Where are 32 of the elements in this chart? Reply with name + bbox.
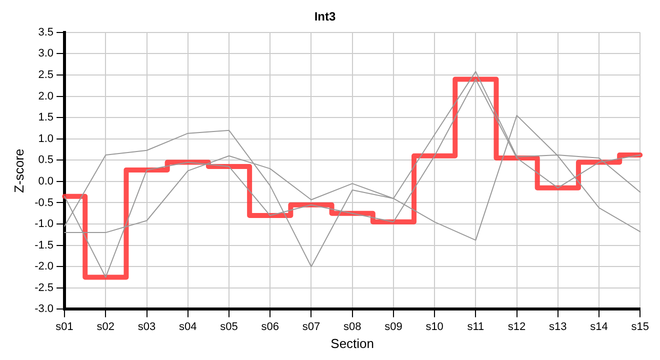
x-tick-label: s14 (590, 320, 608, 333)
y-tick-label: 2.5 (38, 69, 54, 82)
x-tick-label: s15 (631, 320, 650, 333)
y-tick-label: 1.5 (38, 112, 54, 124)
chart-title: Int3 (314, 10, 336, 24)
y-tick-label: 3.0 (38, 48, 54, 60)
x-tick-label: s11 (467, 320, 484, 333)
x-tick-label: s12 (508, 320, 526, 333)
y-tick-label: -2.5 (34, 282, 54, 294)
x-tick-label: s06 (261, 320, 279, 333)
y-axis-title: Z-score (11, 148, 26, 193)
x-tick-label: s03 (138, 320, 156, 333)
x-tick-label: s08 (343, 320, 362, 333)
x-tick-label: s10 (426, 320, 444, 333)
x-tick-label: s02 (96, 320, 115, 333)
y-tick-label: -0.5 (34, 196, 54, 209)
y-tick-label: 0.0 (38, 175, 54, 188)
y-tick-label: -1.5 (34, 239, 54, 252)
y-tick-label: -2.0 (34, 260, 54, 273)
x-tick-label: s01 (56, 320, 74, 333)
x-tick-label: s09 (384, 320, 402, 333)
x-tick-label: s13 (549, 320, 567, 333)
x-tick-label: s07 (302, 320, 320, 333)
y-tick-label: -1.0 (34, 218, 54, 230)
x-tick-label: s04 (179, 320, 197, 333)
y-tick-label: 2.0 (38, 90, 54, 102)
x-tick-label: s05 (220, 320, 238, 333)
x-axis-title: Section (330, 336, 374, 351)
y-tick-label: -3.0 (34, 303, 54, 316)
y-tick-label: 1.0 (38, 132, 54, 145)
y-tick-label: 0.5 (38, 154, 54, 166)
y-tick-label: 3.5 (38, 26, 54, 38)
